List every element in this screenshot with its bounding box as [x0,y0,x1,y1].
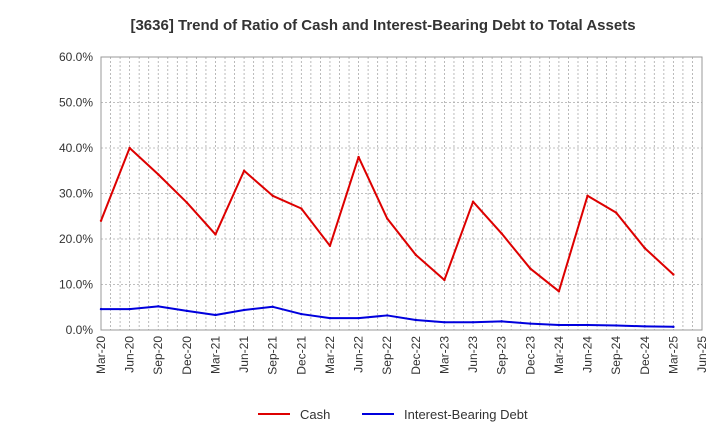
data-point [214,313,217,317]
data-point [157,173,160,176]
series-group [99,146,675,329]
x-tick-label: Jun-20 [123,336,137,373]
plot-area [100,56,703,331]
data-point [99,219,103,222]
data-point [185,309,189,313]
x-tick-label: Dec-22 [409,336,423,375]
data-point [128,146,131,150]
data-point [214,233,217,236]
x-tick-label: Jun-22 [352,336,366,373]
data-point [271,194,274,197]
x-tick-label: Mar-25 [666,336,680,374]
data-point [357,155,360,159]
data-point [500,232,503,235]
y-tick-label: 40.0% [59,141,93,155]
y-tick-label: 30.0% [59,187,93,201]
data-point [643,325,646,328]
y-tick-label: 20.0% [59,232,93,246]
x-tick-label: Mar-21 [208,336,222,374]
x-tick-label: Sep-22 [380,336,394,375]
x-axis: Mar-20 Jun-20 Sep-20 Dec-20 Mar-21 Jun-21 Sep-… [94,336,709,375]
x-tick-label: Mar-22 [323,336,337,374]
data-point [414,318,418,322]
legend-label: Cash [300,407,330,422]
x-tick-label: Dec-20 [180,336,194,375]
data-point [672,273,675,276]
legend: Cash Interest-Bearing Debt [258,407,528,422]
data-point [471,321,475,324]
x-tick-label: Sep-21 [266,336,280,375]
x-tick-label: Dec-21 [294,336,308,375]
data-point [385,314,389,317]
x-tick-label: Mar-20 [94,336,108,374]
x-tick-label: Sep-23 [495,336,509,375]
grid [100,56,703,331]
data-point [157,305,160,308]
data-point [328,316,332,320]
data-point [586,194,589,197]
x-tick-label: Dec-23 [523,336,537,375]
y-axis: 0.0% 10.0% 20.0% 30.0% 40.0% 50.0% 60.0% [59,50,93,337]
data-point [443,278,446,282]
data-point [242,169,246,172]
data-point [586,323,589,327]
data-point [529,267,532,270]
chart-title: [3636] Trend of Ratio of Cash and Intere… [130,17,635,34]
x-tick-label: Sep-24 [609,336,623,375]
data-point [443,321,446,324]
data-point [500,320,503,323]
x-tick-label: Mar-24 [552,336,566,374]
x-tick-label: Jun-25 [695,336,709,373]
y-tick-label: 60.0% [59,50,93,64]
data-point [128,307,131,311]
x-tick-label: Dec-24 [638,336,652,375]
y-tick-label: 0.0% [66,323,94,337]
data-point [643,246,646,250]
data-point [557,323,561,327]
data-point [99,307,103,311]
x-tick-label: Jun-23 [466,336,480,373]
data-point [385,217,389,220]
data-point [328,244,332,248]
data-point [471,200,475,203]
data-point [614,324,618,327]
x-tick-label: Jun-21 [237,336,251,373]
data-point [300,312,303,316]
data-point [672,325,675,329]
data-point [614,211,618,214]
x-tick-label: Mar-23 [437,336,451,374]
y-tick-label: 50.0% [59,96,93,110]
data-point [242,308,246,312]
x-tick-label: Sep-20 [151,336,165,375]
y-tick-label: 10.0% [59,278,93,292]
data-point [529,322,532,325]
legend-label: Interest-Bearing Debt [404,407,528,422]
data-point [271,305,274,308]
data-point [185,201,189,204]
data-point [300,207,303,210]
data-point [357,316,360,320]
data-point [557,290,561,293]
x-tick-label: Jun-24 [581,336,595,373]
data-point [414,253,418,257]
